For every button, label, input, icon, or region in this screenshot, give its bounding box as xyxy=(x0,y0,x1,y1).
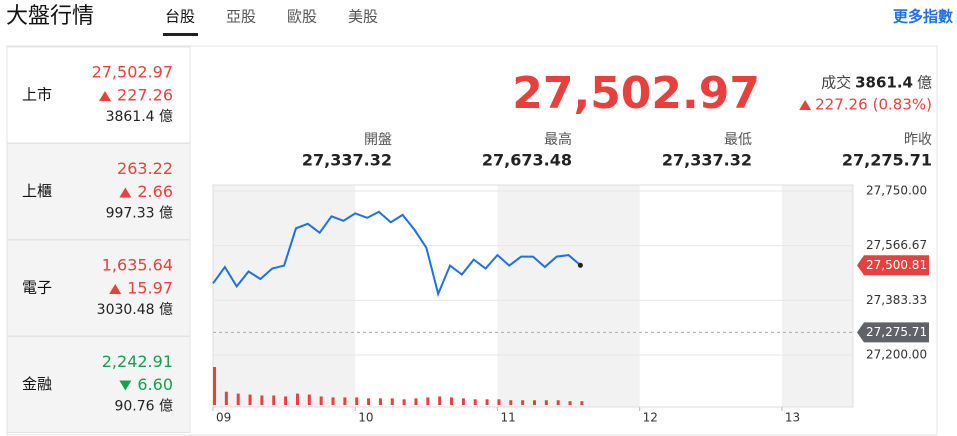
market-price: 1,635.64 xyxy=(102,256,173,275)
y-tick-label: 27,750.00 xyxy=(866,184,927,198)
more-link[interactable]: 更多指數 xyxy=(893,8,953,26)
market-volume: 90.76 億 xyxy=(114,399,173,415)
volume-bar xyxy=(248,394,252,405)
volume-bar xyxy=(343,397,347,405)
summary-change: 227.26 xyxy=(815,96,868,114)
stat-label: 最低 xyxy=(724,132,752,148)
change-arrow xyxy=(119,187,132,198)
volume-bar xyxy=(213,367,216,405)
change-arrow xyxy=(799,100,812,110)
volume-bar xyxy=(284,396,288,405)
stat-value: 27,673.48 xyxy=(482,151,572,170)
last-price-tag xyxy=(857,255,929,276)
market-volume: 997.33 億 xyxy=(106,206,173,222)
market-change: 15.97 xyxy=(127,279,173,298)
volume-bar xyxy=(260,395,264,405)
volume-bar xyxy=(521,400,525,405)
volume-bar xyxy=(485,399,489,405)
tab[interactable]: 歐股 xyxy=(287,8,317,26)
session-band xyxy=(497,185,640,407)
x-tick-label: 09 xyxy=(216,411,231,425)
previous-close-label: 27,275.71 xyxy=(866,325,927,339)
market-price: 263.22 xyxy=(117,159,173,178)
market-price: 2,242.91 xyxy=(102,352,173,371)
volume-bar xyxy=(319,396,323,405)
change-arrow xyxy=(99,91,112,101)
volume-bar xyxy=(414,398,418,405)
volume-bar xyxy=(568,401,572,405)
volume-bar xyxy=(367,398,371,405)
change-arrow xyxy=(119,380,132,391)
volume-bar xyxy=(390,398,394,405)
volume-bar xyxy=(378,398,382,405)
volume-bar xyxy=(331,397,335,405)
volume-bar xyxy=(224,391,228,405)
x-tick-label: 11 xyxy=(500,411,515,425)
volume-bar xyxy=(461,398,465,405)
page-title: 大盤行情 xyxy=(6,4,94,29)
volume-label: 成交 xyxy=(821,74,851,92)
x-tick-label: 13 xyxy=(785,411,800,425)
last-price-label: 27,500.81 xyxy=(866,258,927,272)
plot-border xyxy=(212,184,854,408)
summary-price: 27,502.97 xyxy=(512,68,760,119)
market-name: 上市 xyxy=(22,86,52,104)
tab[interactable]: 台股 xyxy=(165,8,195,26)
market-row[interactable] xyxy=(6,336,191,433)
volume-bar xyxy=(355,397,359,405)
market-name: 上櫃 xyxy=(22,182,52,200)
market-volume: 3861.4 億 xyxy=(106,109,173,125)
stat-label: 最高 xyxy=(544,131,572,148)
previous-close-tag xyxy=(857,322,929,343)
market-change: 6.60 xyxy=(137,375,173,394)
volume-bar xyxy=(295,393,299,405)
volume-bar xyxy=(497,399,501,405)
session-band xyxy=(781,185,853,407)
change-arrow xyxy=(109,284,122,294)
volume-bar xyxy=(438,396,442,405)
x-tick-label: 12 xyxy=(643,411,658,425)
volume-bar xyxy=(544,400,548,405)
market-row[interactable] xyxy=(6,143,191,240)
stat-label: 昨收 xyxy=(904,132,932,148)
volume-bar xyxy=(307,394,311,405)
last-point xyxy=(577,262,583,268)
summary-change-pct: (0.83%) xyxy=(873,96,932,114)
tab[interactable]: 亞股 xyxy=(226,8,256,26)
tab[interactable]: 美股 xyxy=(348,8,378,26)
volume-bar xyxy=(450,397,454,405)
volume-bar xyxy=(473,399,477,405)
market-change: 2.66 xyxy=(137,182,173,201)
market-name: 電子 xyxy=(22,279,52,297)
stat-value: 27,337.32 xyxy=(302,151,392,170)
market-volume: 3030.48 億 xyxy=(97,302,173,318)
market-name: 金融 xyxy=(22,375,52,393)
session-band xyxy=(213,185,356,407)
price-line xyxy=(212,210,582,298)
market-row[interactable] xyxy=(6,239,191,337)
y-tick-label: 27,383.33 xyxy=(866,293,927,307)
stat-value: 27,337.32 xyxy=(662,151,752,170)
active-tab-underline xyxy=(163,33,198,36)
y-tick-label: 27,200.00 xyxy=(866,348,927,362)
stat-label: 開盤 xyxy=(364,132,392,148)
x-tick-label: 10 xyxy=(358,411,373,425)
volume-unit: 億 xyxy=(917,74,932,92)
volume-bar xyxy=(272,395,276,405)
volume-bar xyxy=(509,400,513,405)
volume-bar xyxy=(533,400,536,405)
volume-bar xyxy=(426,397,430,405)
y-tick-label: 27,566.67 xyxy=(866,238,927,252)
market-change: 227.26 xyxy=(117,86,173,105)
stat-value: 27,275.71 xyxy=(842,151,932,170)
volume-bar xyxy=(236,393,240,405)
volume-bar xyxy=(402,399,406,405)
market-row[interactable] xyxy=(6,46,191,144)
volume-bar xyxy=(556,400,560,405)
volume-value: 3861.4 xyxy=(855,74,913,92)
market-price: 27,502.97 xyxy=(92,63,173,82)
volume-bar xyxy=(580,401,584,405)
